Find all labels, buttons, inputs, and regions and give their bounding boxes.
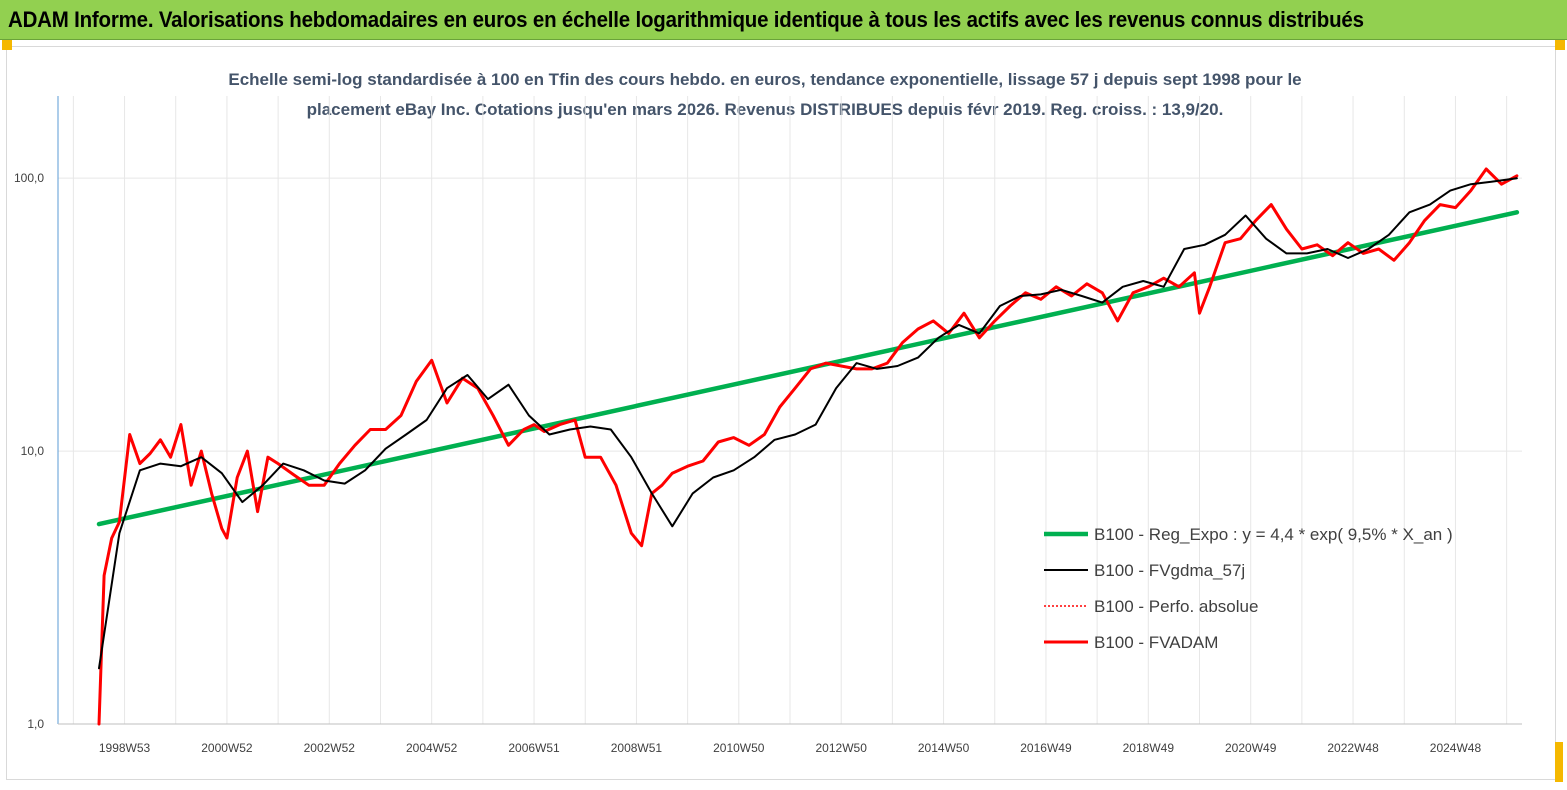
corner-marker-top-right (1555, 40, 1565, 50)
x-tick-label: 2024W48 (1430, 741, 1482, 755)
chart-title-line-1: Echelle semi-log standardisée à 100 en T… (228, 70, 1302, 89)
legend-label-2: B100 - FVgdma_57j (1094, 561, 1245, 580)
x-tick-label: 2008W51 (611, 741, 663, 755)
x-tick-label: 2018W49 (1123, 741, 1175, 755)
x-tick-labels: 1998W53 2000W52 2002W52 2004W52 2006W51 2008W… (99, 741, 1482, 755)
grid-lines (58, 96, 1522, 724)
x-tick-label: 2006W51 (508, 741, 560, 755)
x-tick-label: 2014W50 (918, 741, 970, 755)
series-line-2 (98, 177, 1518, 670)
legend: B100 - Reg_Expo : y = 4,4 * exp( 9,5% * … (1044, 525, 1453, 652)
legend-label-1: B100 - Reg_Expo : y = 4,4 * exp( 9,5% * … (1094, 525, 1453, 544)
chart-frame (6, 46, 1556, 780)
y-tick-label: 1,0 (27, 717, 44, 731)
corner-marker-top-left (2, 40, 12, 50)
legend-label-3: B100 - Perfo. absolue (1094, 597, 1258, 616)
series-line-1 (96, 210, 1520, 527)
series-lines (96, 167, 1520, 726)
y-tick-label: 100,0 (14, 171, 44, 185)
corner-marker-bottom-right (1555, 742, 1563, 782)
x-tick-label: 1998W53 (99, 741, 151, 755)
y-tick-labels: 1,0 10,0 100,0 (14, 171, 44, 731)
legend-label-4: B100 - FVADAM (1094, 633, 1218, 652)
x-tick-label: 2020W49 (1225, 741, 1277, 755)
x-tick-label: 2022W48 (1327, 741, 1379, 755)
x-tick-label: 2010W50 (713, 741, 765, 755)
x-tick-label: 2004W52 (406, 741, 458, 755)
y-tick-label: 10,0 (21, 444, 45, 458)
x-tick-label: 2016W49 (1020, 741, 1072, 755)
page-title: ADAM Informe. Valorisations hebdomadaire… (8, 7, 1364, 32)
header-banner: ADAM Informe. Valorisations hebdomadaire… (0, 0, 1567, 40)
x-tick-label: 2012W50 (816, 741, 868, 755)
series-line-4 (97, 167, 1519, 726)
x-tick-label: 2000W52 (201, 741, 253, 755)
chart-title-line-2: placement eBay Inc. Cotations jusqu'en m… (306, 100, 1224, 119)
x-tick-label: 2002W52 (304, 741, 356, 755)
